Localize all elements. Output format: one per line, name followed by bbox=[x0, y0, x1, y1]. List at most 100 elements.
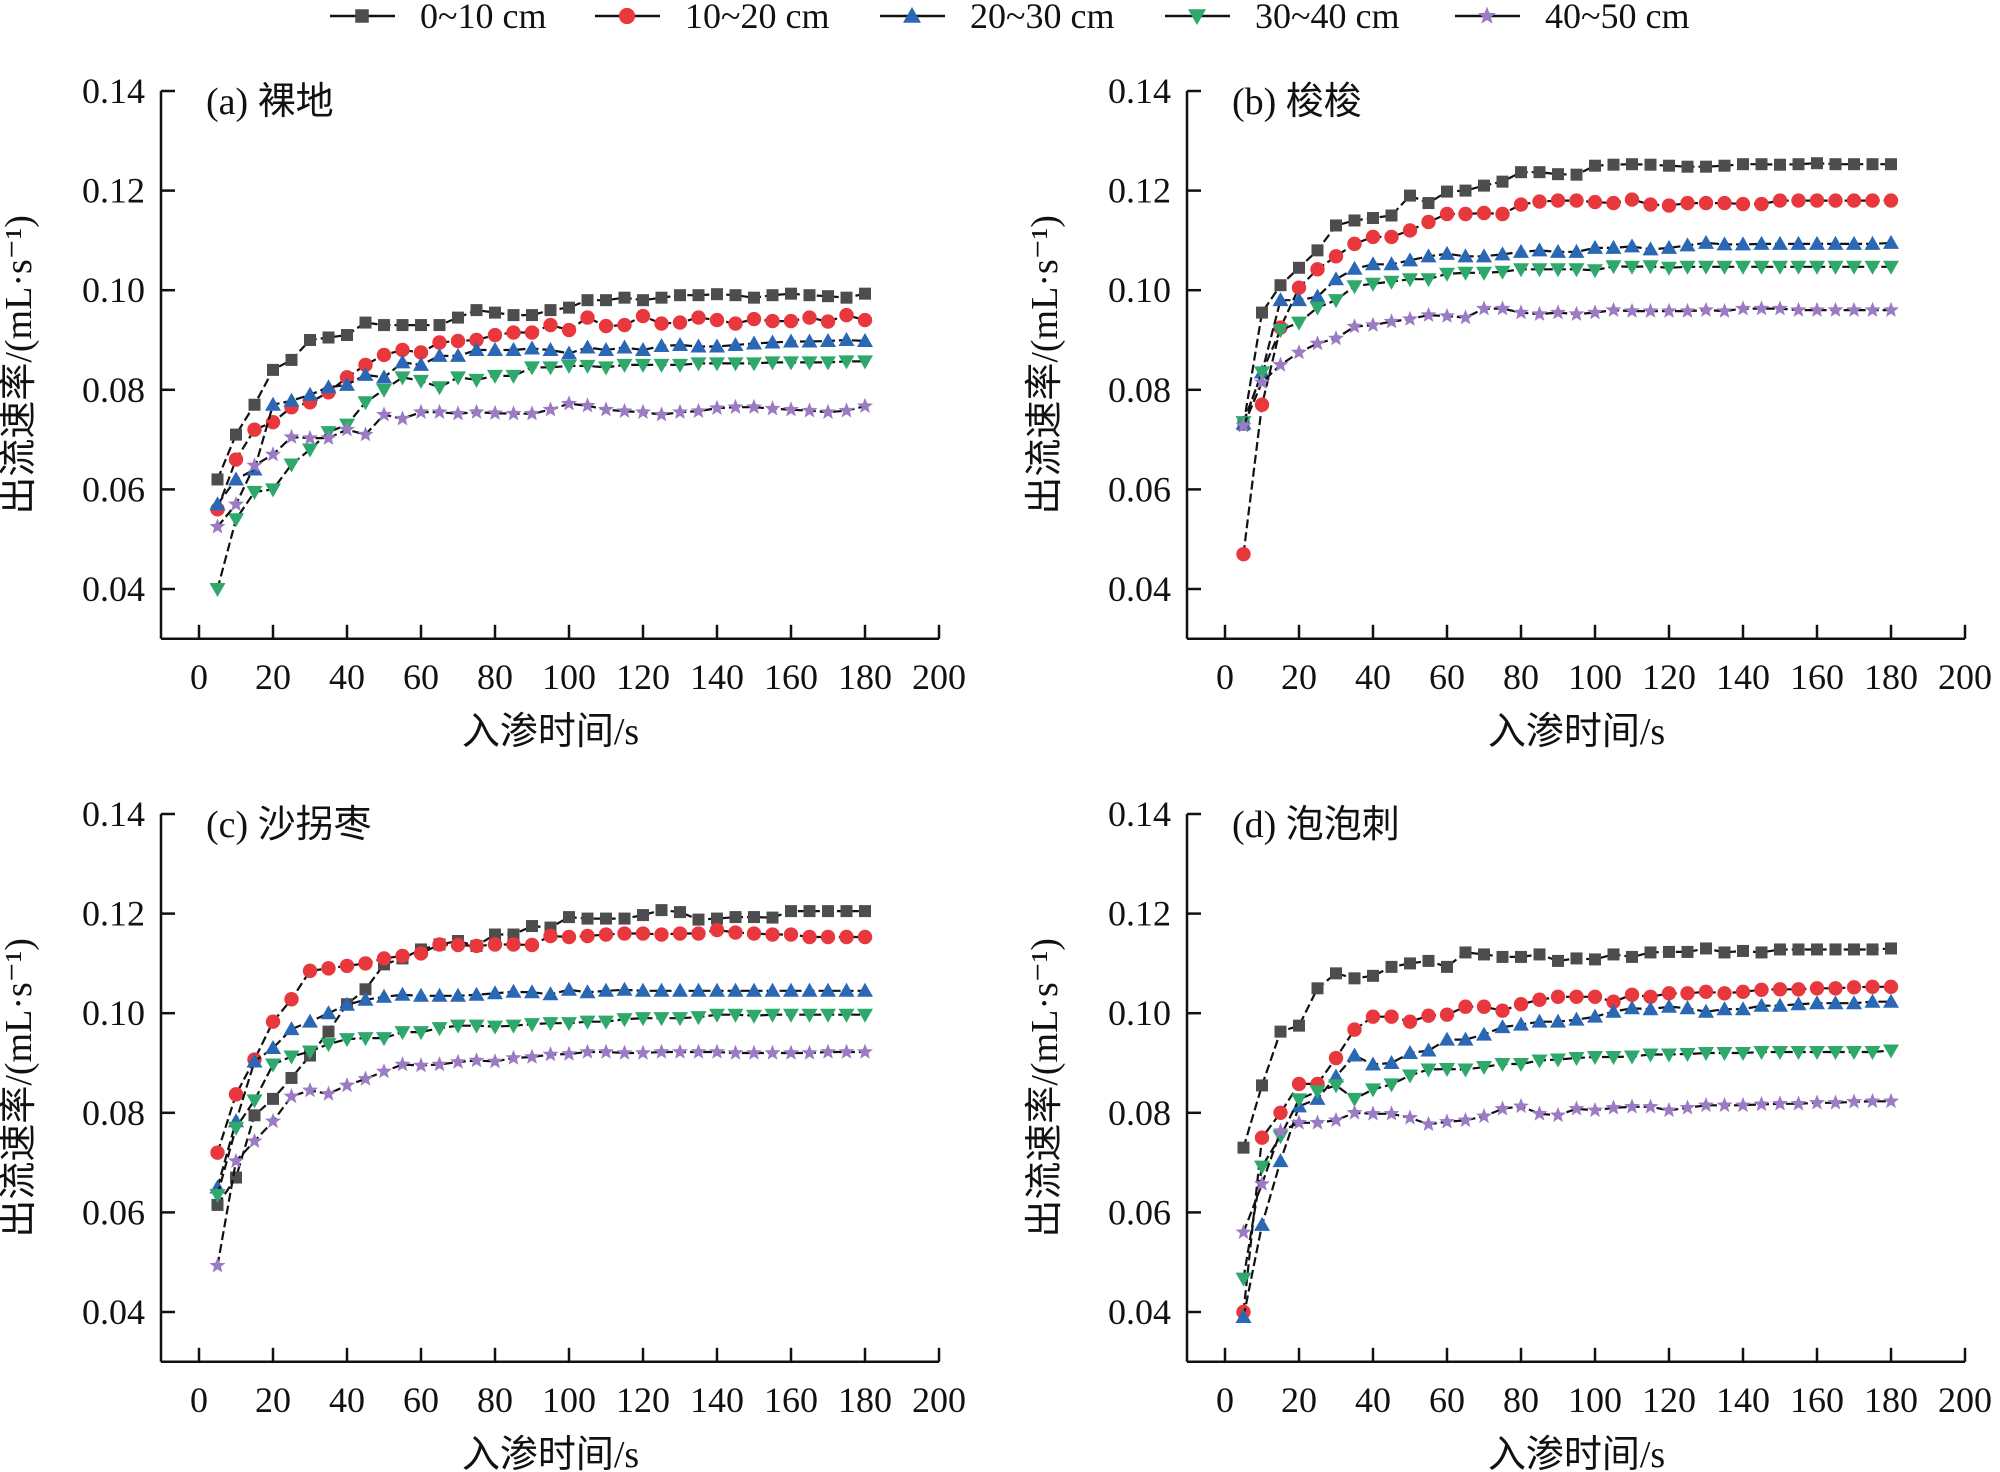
data-point bbox=[1865, 193, 1880, 208]
data-point bbox=[598, 927, 614, 942]
data-point bbox=[1607, 158, 1620, 171]
data-point bbox=[1790, 1095, 1807, 1111]
series-line bbox=[216, 338, 866, 505]
data-point bbox=[598, 1015, 614, 1030]
data-point bbox=[1402, 223, 1418, 238]
data-point bbox=[248, 398, 261, 411]
data-point bbox=[452, 311, 464, 324]
x-tick-label: 80 bbox=[477, 1380, 513, 1420]
series-30-40- bbox=[1235, 260, 1899, 431]
x-tick-label: 20 bbox=[1281, 657, 1317, 697]
x-tick-label: 160 bbox=[764, 1380, 818, 1420]
data-point bbox=[376, 369, 392, 384]
series-line bbox=[1242, 985, 1891, 1313]
legend-label: 0~10 cm bbox=[420, 0, 546, 36]
data-point bbox=[709, 399, 725, 415]
data-point bbox=[1550, 1013, 1566, 1028]
data-point bbox=[1494, 1100, 1511, 1116]
data-point bbox=[524, 1018, 540, 1033]
data-point bbox=[1441, 185, 1453, 198]
data-point bbox=[468, 403, 485, 419]
data-point bbox=[801, 1044, 818, 1060]
data-point bbox=[709, 982, 725, 997]
data-point bbox=[635, 982, 651, 997]
data-point bbox=[542, 361, 559, 376]
data-point bbox=[1642, 1048, 1659, 1063]
data-point bbox=[1531, 1105, 1548, 1121]
data-point bbox=[265, 1058, 281, 1073]
data-point bbox=[396, 319, 409, 332]
x-tick-label: 180 bbox=[838, 1380, 892, 1420]
data-point bbox=[580, 310, 595, 325]
data-point bbox=[1272, 1153, 1289, 1168]
data-point bbox=[1698, 195, 1714, 211]
data-point bbox=[653, 1012, 670, 1027]
data-point bbox=[637, 909, 649, 922]
data-point bbox=[1458, 999, 1473, 1014]
data-point bbox=[265, 483, 281, 498]
data-point bbox=[302, 443, 318, 458]
data-point bbox=[616, 402, 633, 418]
data-point bbox=[413, 1057, 429, 1073]
data-point bbox=[1883, 993, 1899, 1008]
data-point bbox=[709, 922, 725, 938]
legend-marker-triangle-down-icon bbox=[1188, 9, 1206, 25]
data-point bbox=[506, 325, 521, 340]
data-point bbox=[1700, 160, 1712, 173]
data-point bbox=[727, 982, 744, 997]
data-point bbox=[432, 937, 447, 952]
data-point bbox=[1681, 160, 1694, 173]
x-tick-label: 20 bbox=[1281, 1380, 1317, 1420]
data-point bbox=[1809, 235, 1825, 250]
data-point bbox=[1439, 1031, 1455, 1046]
data-point bbox=[1330, 219, 1342, 232]
data-point bbox=[764, 400, 781, 416]
data-point bbox=[1476, 999, 1492, 1014]
data-point bbox=[765, 313, 780, 329]
data-point bbox=[1661, 998, 1677, 1013]
x-tick-label: 160 bbox=[764, 657, 818, 697]
data-point bbox=[1866, 943, 1879, 956]
data-point bbox=[1735, 236, 1751, 251]
data-point bbox=[561, 395, 577, 411]
data-point bbox=[450, 1053, 466, 1069]
data-point bbox=[1718, 946, 1731, 959]
x-tick-label: 200 bbox=[912, 1380, 966, 1420]
data-point bbox=[746, 982, 762, 997]
data-point bbox=[727, 1044, 744, 1060]
data-point bbox=[1494, 1019, 1511, 1034]
x-tick-label: 140 bbox=[1716, 657, 1770, 697]
data-point bbox=[785, 905, 797, 918]
data-point bbox=[672, 1012, 688, 1027]
x-tick-label: 40 bbox=[329, 657, 365, 697]
data-point bbox=[1883, 193, 1899, 208]
data-point bbox=[1439, 245, 1455, 260]
x-tick-label: 0 bbox=[190, 657, 208, 697]
data-point bbox=[1513, 1057, 1529, 1072]
data-point bbox=[709, 1043, 725, 1059]
data-point bbox=[1421, 214, 1436, 230]
data-point bbox=[1569, 989, 1584, 1004]
data-point bbox=[1624, 1050, 1640, 1065]
data-point bbox=[526, 920, 538, 933]
data-point bbox=[1790, 1046, 1807, 1061]
data-point bbox=[1809, 1046, 1825, 1061]
data-point bbox=[450, 347, 466, 362]
data-point bbox=[284, 992, 299, 1007]
data-point bbox=[376, 1063, 392, 1079]
x-tick-label: 20 bbox=[255, 657, 291, 697]
data-point bbox=[1420, 306, 1437, 322]
data-point bbox=[394, 1056, 411, 1072]
data-point bbox=[748, 291, 760, 304]
data-point bbox=[801, 333, 818, 348]
data-point bbox=[1624, 1000, 1640, 1015]
data-point bbox=[561, 359, 577, 374]
data-point bbox=[1698, 1096, 1714, 1113]
data-point bbox=[1698, 1047, 1714, 1062]
data-point bbox=[653, 1043, 670, 1059]
data-point bbox=[413, 403, 429, 419]
data-point bbox=[1476, 1107, 1492, 1124]
data-point bbox=[1661, 239, 1677, 254]
data-point bbox=[1568, 1100, 1585, 1116]
data-point bbox=[1716, 260, 1733, 275]
